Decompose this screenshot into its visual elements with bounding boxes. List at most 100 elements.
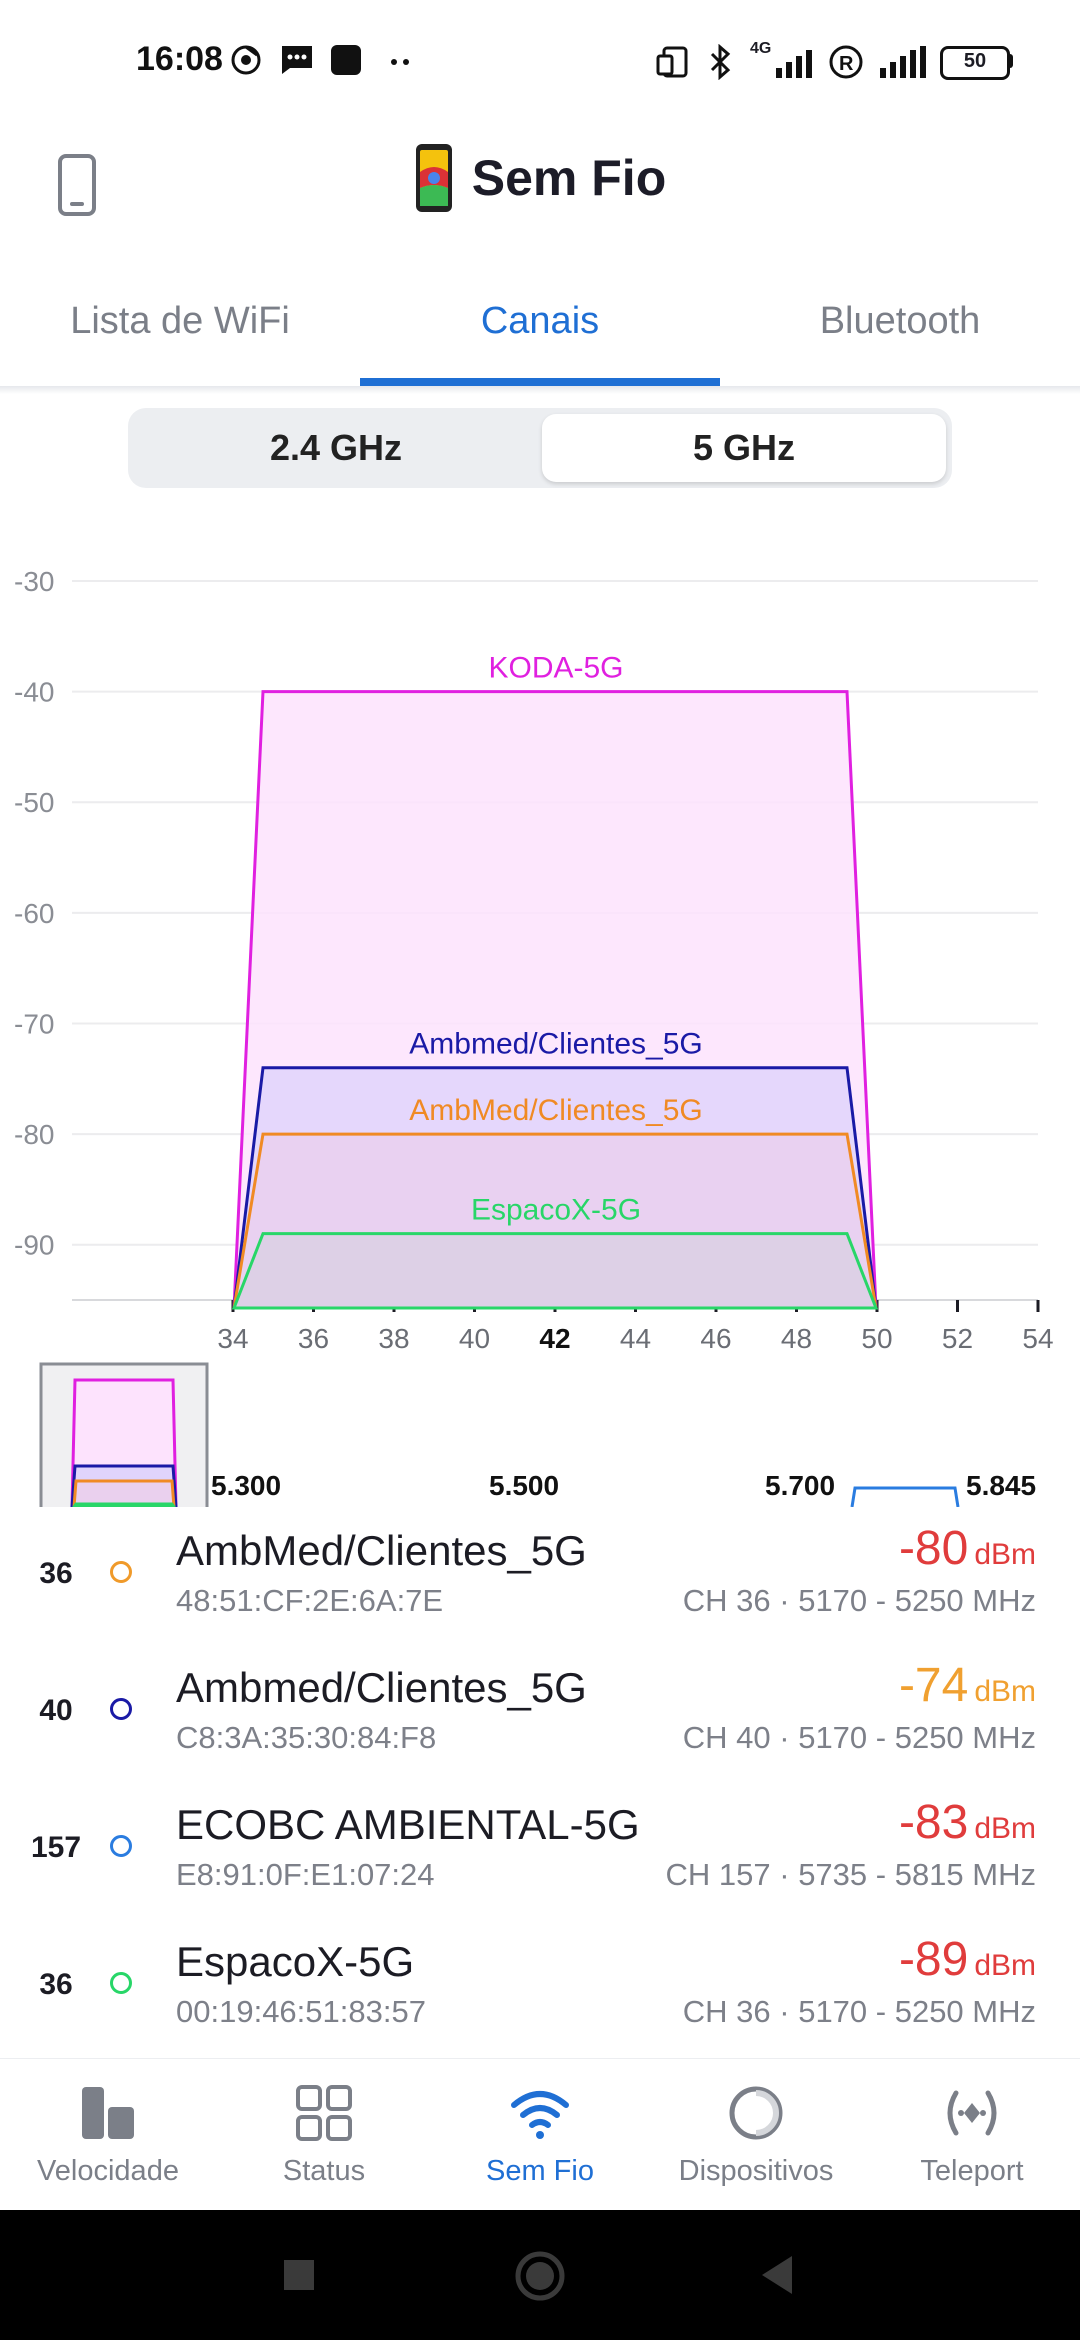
network-row[interactable]: 36 EspacoX-5G 00:19:46:51:83:57 -89 dBm CH 36… (0, 1918, 1080, 2055)
spectrum-minimap[interactable]: 5.300 5.500 5.700 5.845 (0, 1362, 1080, 1507)
nav-label-status: Status (282, 2155, 366, 2187)
grid-icon (296, 2085, 352, 2141)
teleport-icon (947, 2090, 997, 2136)
minimap-label-5700: 5.700 (765, 1470, 836, 1501)
y-tick-label: -60 (14, 898, 54, 929)
network-dbm: -89 (898, 1933, 969, 1986)
signal-icon (880, 46, 926, 78)
network-row[interactable]: 157 ECOBC AMBIENTAL-5G E8:91:0F:E1:07:24 -8… (0, 1781, 1080, 1918)
network-row[interactable]: 40 Ambmed/Clientes_5G C8:3A:35:30:84:F8 -74… (0, 1644, 1080, 1781)
network-channel-info: CH 157 · 5735 - 5815 MHz (665, 1857, 1036, 1892)
x-tick-label: 46 (700, 1323, 731, 1354)
network-dbm-unit: dBm (974, 1675, 1036, 1708)
battery-tip (1008, 54, 1013, 68)
home-icon[interactable] (514, 2250, 566, 2302)
nav-status[interactable]: Status (216, 2059, 432, 2211)
series-label: AmbMed/Clientes_5G (409, 1094, 702, 1127)
x-tick-label: 36 (298, 1323, 329, 1354)
network-list: 36 AmbMed/Clientes_5G 48:51:CF:2E:6A:7E -80… (0, 1507, 1080, 2057)
network-channel-info: CH 40 · 5170 - 5250 MHz (682, 1720, 1036, 1755)
network-channel: 36 (39, 1557, 73, 1590)
system-nav-bar (0, 2210, 1080, 2340)
network-signal: -80 dBm (899, 1521, 1036, 1576)
network-channel-info: CH 36 · 5170 - 5250 MHz (682, 1583, 1036, 1618)
x-tick-label: 48 (781, 1323, 812, 1354)
battery-icon: 50 (940, 46, 1010, 80)
wifi-icon (511, 2091, 569, 2139)
minimap-label-5845: 5.845 (966, 1470, 1037, 1501)
y-tick-label: -40 (14, 677, 54, 708)
network-dbm-unit: dBm (974, 1538, 1036, 1571)
recent-apps-icon[interactable] (282, 2258, 316, 2292)
minimap-espacox-shape (72, 1502, 176, 1507)
page-title: Sem Fio (471, 150, 667, 206)
nav-devices[interactable]: Dispositivos (648, 2059, 864, 2211)
network-mac: E8:91:0F:E1:07:24 (176, 1857, 435, 1892)
network-channel: 40 (39, 1694, 73, 1727)
series-label: Ambmed/Clientes_5G (409, 1028, 702, 1061)
network-channel: 157 (30, 1831, 82, 1864)
network-color-dot (110, 1561, 132, 1583)
battery-level: 50 (963, 50, 987, 72)
x-tick-label: 38 (378, 1323, 409, 1354)
x-tick-label: 50 (861, 1323, 892, 1354)
x-tick-label: 52 (942, 1323, 973, 1354)
x-tick-label: 34 (217, 1323, 248, 1354)
minimap-label-5300: 5.300 (211, 1470, 282, 1501)
y-tick-label: -50 (14, 787, 54, 818)
more-dots-icon (391, 59, 409, 65)
network-ssid: ECOBC AMBIENTAL-5G (176, 1801, 640, 1848)
svg-text:R: R (839, 53, 854, 75)
x-tick-label: 40 (459, 1323, 490, 1354)
network-dbm: -83 (898, 1796, 969, 1849)
back-icon[interactable] (758, 2254, 796, 2296)
network-dbm: -74 (898, 1659, 969, 1712)
nav-label-speed: Velocidade (37, 2155, 179, 2187)
speed-bars-icon (82, 2087, 134, 2139)
bottom-nav: Velocidade Status Sem Fio Dispositivos T… (0, 2058, 1080, 2211)
nav-label-devices: Dispositivos (678, 2155, 834, 2187)
app-icon (331, 45, 361, 75)
nfc-icon (656, 46, 688, 78)
series-label: EspacoX-5G (471, 1194, 641, 1227)
pixel-phone-logo-icon (415, 144, 452, 212)
tab-channels[interactable]: Canais (480, 300, 600, 342)
band-5ghz-button[interactable]: 5 GHz (542, 414, 946, 482)
bluetooth-icon (710, 44, 731, 80)
y-tick-label: -90 (14, 1230, 54, 1261)
x-tick-label: 54 (1022, 1323, 1053, 1354)
nav-speed[interactable]: Velocidade (0, 2059, 216, 2211)
y-tick-label: -80 (14, 1119, 54, 1150)
band-selector: 2.4 GHz 5 GHz (128, 408, 952, 488)
network-signal: -74 dBm (899, 1658, 1036, 1713)
network-dbm-unit: dBm (974, 1812, 1036, 1845)
tabs-divider (0, 386, 1080, 394)
minimap-ecobc-shape (850, 1486, 960, 1507)
status-time: 16:08 (136, 40, 223, 78)
title-wrap: Sem Fio (0, 142, 1080, 214)
network-signal: -89 dBm (899, 1932, 1036, 1987)
network-dbm: -80 (898, 1522, 969, 1575)
roaming-r-icon: R (829, 45, 863, 79)
nav-teleport[interactable]: Teleport (864, 2059, 1080, 2211)
network-ssid: EspacoX-5G (176, 1938, 415, 1985)
network-color-dot (110, 1972, 132, 1994)
x-tick-label: 44 (620, 1323, 651, 1354)
tab-bluetooth[interactable]: Bluetooth (819, 300, 981, 342)
app-header: Sem Fio (0, 120, 1080, 250)
nav-label-teleport: Teleport (920, 2155, 1024, 2187)
network-row[interactable]: 36 AmbMed/Clientes_5G 48:51:CF:2E:6A:7E -80… (0, 1507, 1080, 1644)
x-tick-label: 42 (539, 1323, 570, 1354)
network-channel-info: CH 36 · 5170 - 5250 MHz (682, 1994, 1036, 2029)
message-icon (282, 46, 312, 74)
tab-wifi-list[interactable]: Lista de WiFi (70, 300, 290, 342)
minimap-label-5500: 5.500 (489, 1470, 560, 1501)
network-color-dot (110, 1698, 132, 1720)
series-shape (231, 1232, 879, 1310)
nav-wireless[interactable]: Sem Fio (432, 2059, 648, 2211)
band-2-4ghz-button[interactable]: 2.4 GHz (269, 427, 403, 468)
tab-active-indicator (360, 378, 720, 386)
top-tabs: Lista de WiFi Canais Bluetooth (0, 268, 1080, 386)
network-color-dot (110, 1835, 132, 1857)
phone-icon[interactable] (50, 150, 106, 220)
